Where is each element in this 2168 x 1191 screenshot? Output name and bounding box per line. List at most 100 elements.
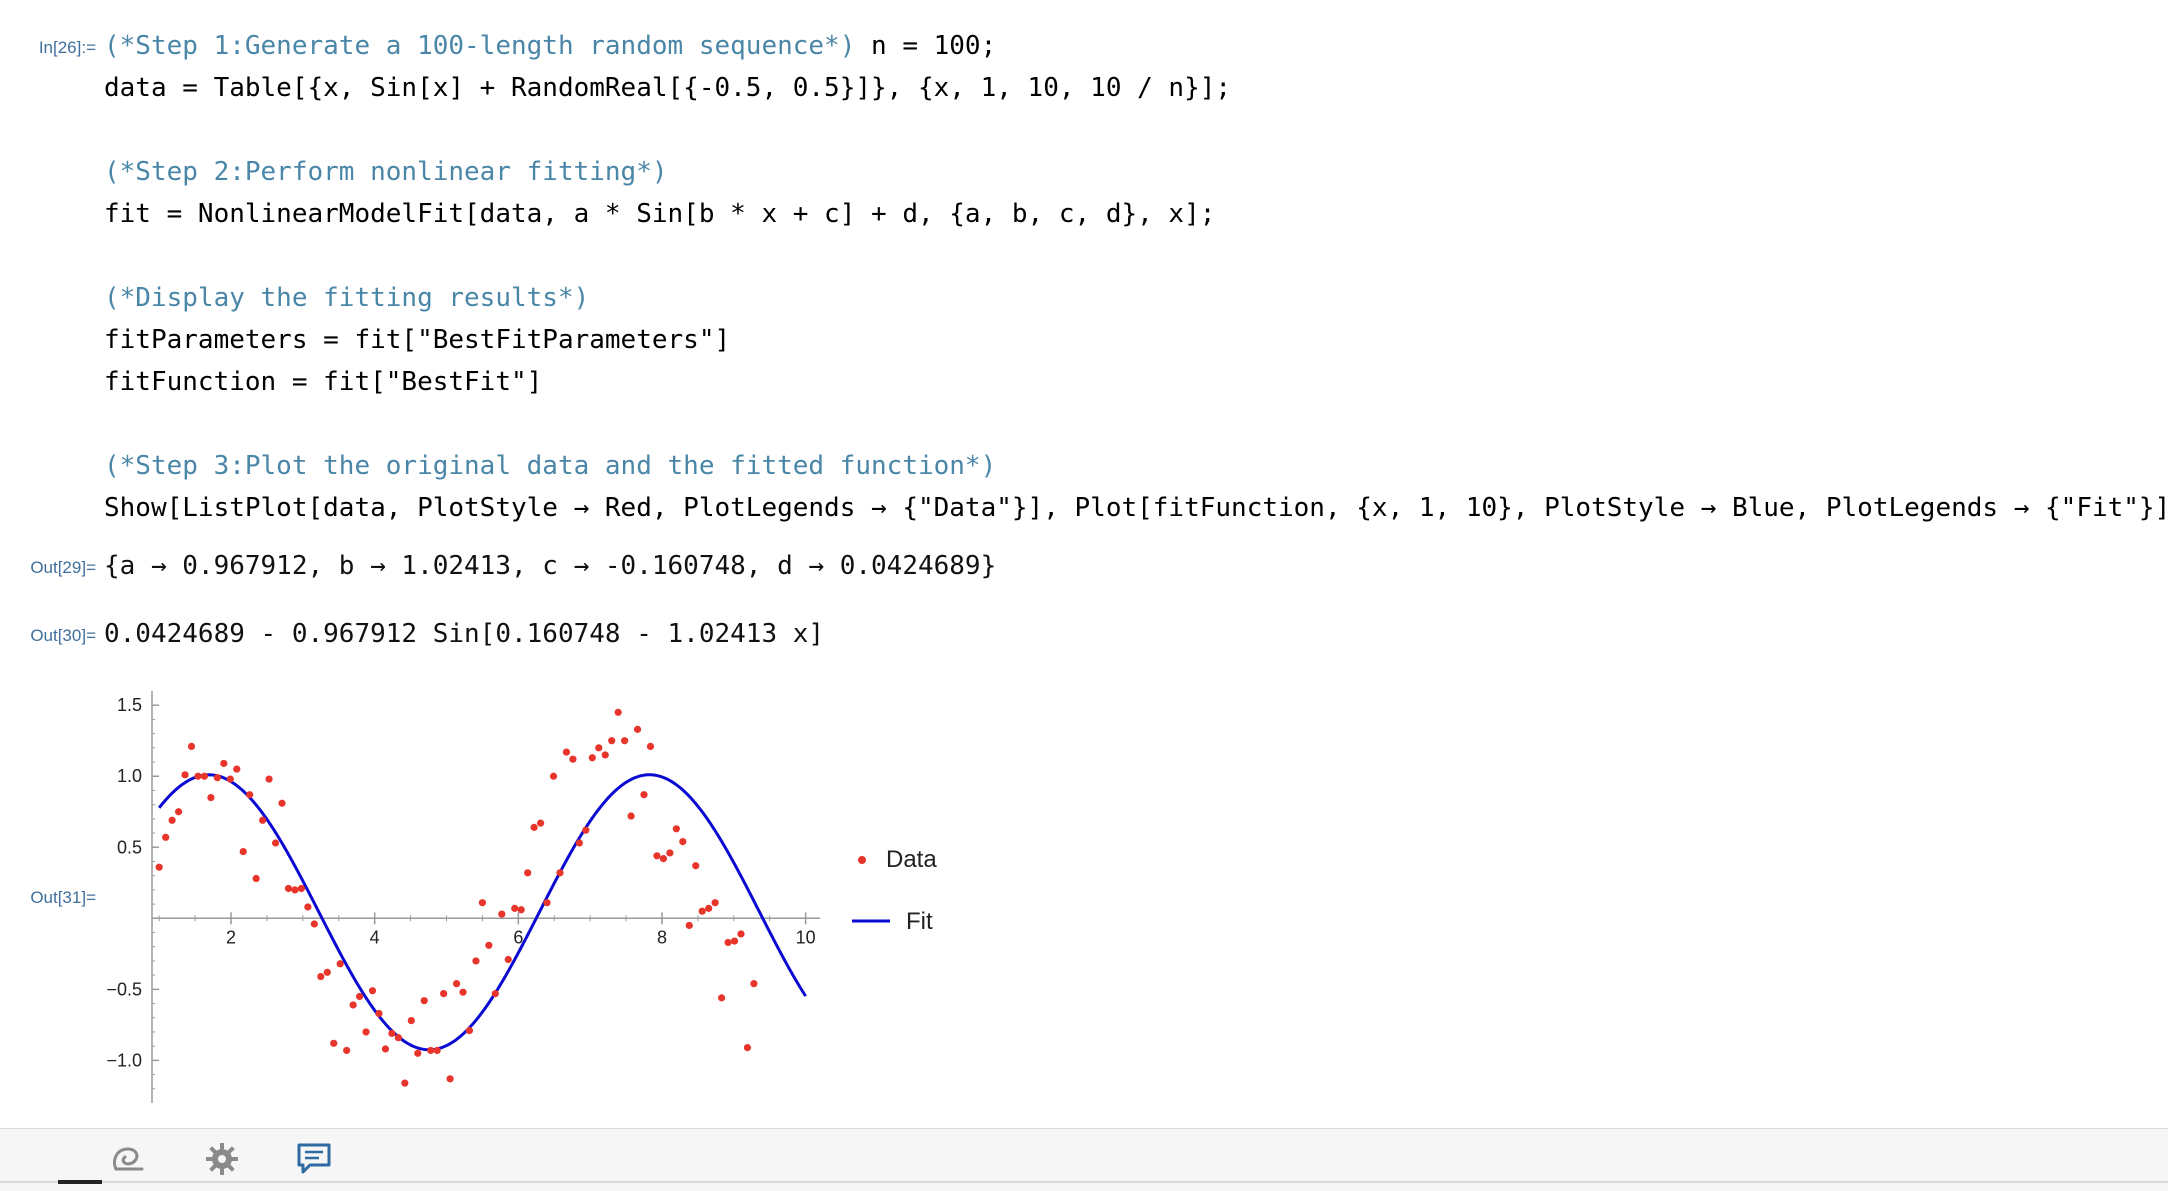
data-point xyxy=(297,884,306,893)
data-point xyxy=(562,748,571,756)
data-point xyxy=(601,751,609,759)
data-point xyxy=(187,742,196,751)
data-point xyxy=(575,839,583,847)
data-point xyxy=(284,884,293,893)
data-point xyxy=(162,833,170,841)
input-label: In[26]:= xyxy=(38,38,96,57)
data-point xyxy=(743,1043,752,1052)
data-point xyxy=(498,910,506,918)
data-point xyxy=(226,775,234,783)
data-point xyxy=(653,852,661,860)
data-point xyxy=(640,791,648,799)
data-point xyxy=(608,737,616,745)
data-point xyxy=(213,774,221,782)
data-point xyxy=(317,972,325,981)
data-point xyxy=(181,771,189,779)
data-point xyxy=(685,921,693,930)
data-point xyxy=(569,755,577,763)
comment-step2[interactable]: (*Step 2:Perform nonlinear fitting*) xyxy=(104,157,668,187)
data-point xyxy=(271,839,280,847)
data-point xyxy=(698,907,706,915)
code-line-fitparameters[interactable]: fitParameters = fit["BestFitParameters"] xyxy=(104,325,731,355)
data-point xyxy=(336,960,344,968)
data-point xyxy=(536,819,545,827)
fit-plot[interactable]: 2 4 6 8 10 −1.0 −0.5 0.5 1.0 1.5 Data Fit xyxy=(100,675,1000,1115)
data-point xyxy=(427,1046,435,1055)
legend-marker-data xyxy=(858,856,866,864)
data-point xyxy=(207,793,215,802)
y-tick-label: 0.5 xyxy=(117,837,142,857)
y-tick-label: −0.5 xyxy=(106,979,142,999)
data-point xyxy=(388,1029,396,1037)
code-line-1[interactable]: (*Step 1:Generate a 100-length random se… xyxy=(104,30,996,62)
data-point xyxy=(381,1045,390,1053)
output-label-31: Out[31]= xyxy=(30,888,96,907)
data-point xyxy=(724,938,732,947)
comment-step3[interactable]: (*Step 3:Plot the original data and the … xyxy=(104,451,997,481)
data-point xyxy=(672,825,680,833)
data-point xyxy=(452,980,461,988)
data-point xyxy=(621,737,629,745)
data-point xyxy=(200,772,209,780)
data-point xyxy=(692,862,700,870)
data-point xyxy=(588,754,596,762)
x-tick-label: 6 xyxy=(513,927,523,947)
data-point xyxy=(343,1046,351,1055)
data-point xyxy=(711,899,719,907)
data-point xyxy=(666,849,674,857)
data-point xyxy=(265,775,273,783)
y-tick-label: 1.5 xyxy=(117,695,142,715)
code-line-fit[interactable]: fit = NonlinearModelFit[data, a * Sin[b … xyxy=(104,199,1216,229)
data-point xyxy=(582,826,590,834)
data-point xyxy=(246,791,254,799)
data-point xyxy=(155,863,163,871)
data-points-series xyxy=(155,708,758,1087)
data-point xyxy=(349,1001,357,1009)
data-point xyxy=(659,855,668,863)
data-point xyxy=(304,903,312,911)
chat-icon[interactable] xyxy=(294,1141,334,1177)
output-label-29: Out[29]= xyxy=(30,558,96,577)
data-point xyxy=(595,744,603,752)
code-line-fitfunction[interactable]: fitFunction = fit["BestFit"] xyxy=(104,367,543,397)
data-point xyxy=(168,816,176,824)
data-point xyxy=(291,886,299,894)
data-point xyxy=(220,759,228,768)
output-fit-function[interactable]: 0.0424689 - 0.967912 Sin[0.160748 - 1.02… xyxy=(104,619,825,649)
gear-icon[interactable] xyxy=(202,1141,242,1177)
x-tick-label: 2 xyxy=(226,927,236,947)
swirl-icon[interactable] xyxy=(108,1141,148,1177)
data-point xyxy=(478,899,487,907)
data-point xyxy=(355,992,364,1001)
output-fit-parameters[interactable]: {a → 0.967912, b → 1.02413, c → -0.16074… xyxy=(104,551,997,581)
data-point xyxy=(375,1009,383,1018)
data-point xyxy=(556,869,564,877)
data-point xyxy=(465,1026,474,1035)
code-line-2[interactable]: data = Table[{x, Sin[x] + RandomReal[{-0… xyxy=(104,73,1232,103)
data-point xyxy=(239,847,247,856)
data-point xyxy=(259,816,267,824)
x-tick-label: 4 xyxy=(370,927,380,947)
x-tick-label: 8 xyxy=(657,927,667,947)
horizontal-scrollbar-track[interactable] xyxy=(0,1181,2168,1183)
x-tick-label: 10 xyxy=(796,927,816,947)
bottom-toolbar xyxy=(0,1128,2168,1191)
code-line-show[interactable]: Show[ListPlot[data, PlotStyle → Red, Plo… xyxy=(104,493,2168,523)
fit-line-series xyxy=(158,773,807,1052)
data-point xyxy=(407,1017,415,1025)
legend-label-fit: Fit xyxy=(906,908,933,935)
y-tick-label: −1.0 xyxy=(106,1050,142,1070)
data-point xyxy=(517,906,525,914)
data-point xyxy=(446,1075,454,1083)
fit-curve xyxy=(158,773,807,1052)
data-point xyxy=(394,1034,402,1042)
horizontal-scrollbar-thumb[interactable] xyxy=(58,1180,102,1184)
data-point xyxy=(530,823,538,831)
output-label-30: Out[30]= xyxy=(30,626,96,645)
data-point xyxy=(491,990,499,998)
comment-display[interactable]: (*Display the fitting results*) xyxy=(104,283,590,313)
data-point xyxy=(511,904,519,912)
data-point xyxy=(614,708,622,716)
data-point xyxy=(401,1079,409,1087)
data-point xyxy=(524,869,532,877)
